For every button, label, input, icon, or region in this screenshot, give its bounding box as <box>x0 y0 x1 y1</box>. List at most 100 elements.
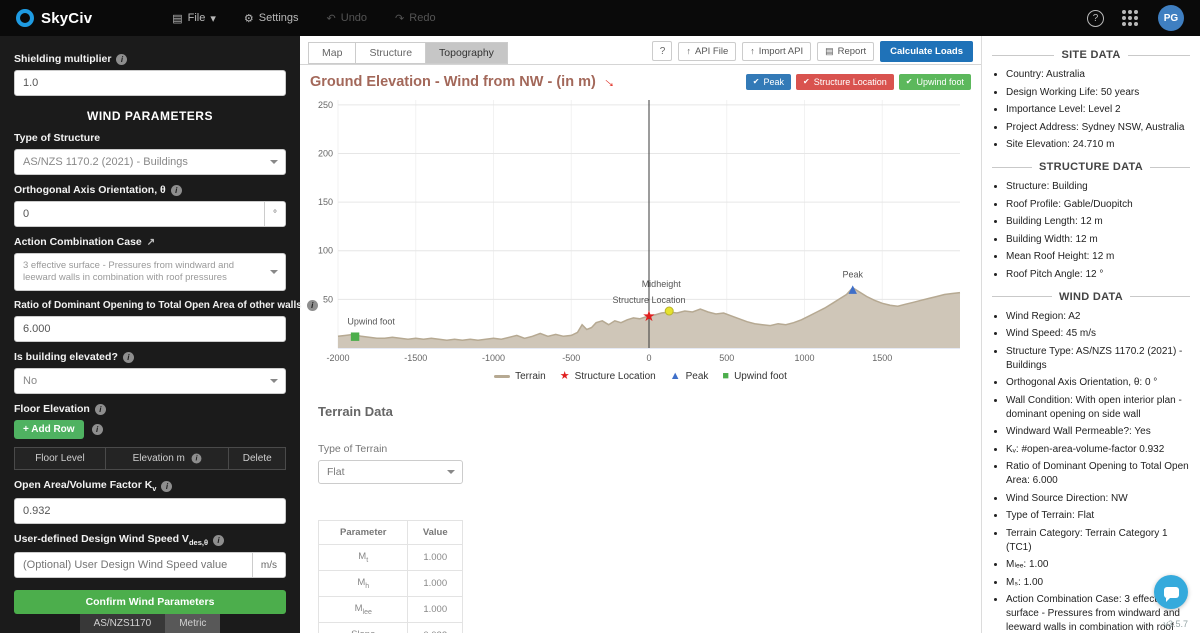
confirm-wind-parameters-button[interactable]: Confirm Wind Parameters <box>14 590 286 615</box>
redo-button[interactable]: ↷ Redo <box>395 12 436 25</box>
data-item: Building Width: 12 m <box>1006 233 1190 247</box>
upload-icon: ↑ <box>750 46 755 56</box>
legend-label: Peak <box>685 371 709 382</box>
data-item: Mean Roof Height: 12 m <box>1006 250 1190 264</box>
chat-button[interactable] <box>1154 575 1188 609</box>
info-icon[interactable]: i <box>116 53 128 65</box>
y-tick-label: 250 <box>318 100 333 110</box>
kv-factor-input[interactable] <box>14 498 286 525</box>
data-item: Mₗₑₑ: 1.00 <box>1006 558 1190 572</box>
table-row: Mlee 1.000 <box>317 595 463 623</box>
toggle-peak-button[interactable]: ✔ Peak <box>745 73 792 90</box>
navbar-right: ? PG <box>1087 5 1200 31</box>
file-icon: ▤ <box>172 12 183 25</box>
kv-factor-label: Open Area/Volume Factor Kv i <box>14 479 286 493</box>
report-button[interactable]: ▤ Report <box>817 41 875 61</box>
shielding-input[interactable] <box>14 70 286 96</box>
legend-item[interactable]: ▲ Peak <box>669 370 709 383</box>
opening-ratio-input[interactable] <box>14 316 286 342</box>
undo-button[interactable]: ↶ Undo <box>327 12 368 25</box>
legend-item[interactable]: Terrain <box>494 371 546 382</box>
upwind-foot-marker: ■ <box>350 329 360 342</box>
marker-toggles: ✔ Peak ✔ Structure Location ✔ Upwind foo… <box>745 73 971 90</box>
shielding-label: Shielding multiplier i <box>14 53 286 65</box>
toggle-upwind-foot-button[interactable]: ✔ Upwind foot <box>898 73 971 90</box>
import-api-button[interactable]: ↑ Import API <box>742 41 812 61</box>
triangle-legend-icon: ▲ <box>669 370 681 382</box>
data-item: Wall Condition: With open interior plan … <box>1006 394 1190 422</box>
site-data-list: Country: Australia Design Working Life: 5… <box>1006 68 1190 152</box>
type-of-structure-select[interactable]: AS/NZS 1170.2 (2021) - Buildings <box>14 149 286 175</box>
add-row-button[interactable]: + Add Row <box>14 420 84 439</box>
brand[interactable]: SkyCiv <box>0 9 112 27</box>
x-tick-label: 500 <box>719 353 734 363</box>
info-icon[interactable]: i <box>213 534 224 546</box>
data-item: Roof Profile: Gable/Duopitch <box>1006 198 1190 212</box>
toolbar-help-button[interactable]: ? <box>652 41 673 61</box>
settings-menu[interactable]: ⚙ Settings <box>244 12 299 25</box>
code-tab-asnzs1170[interactable]: AS/NZS1170 <box>79 614 166 633</box>
orientation-input[interactable] <box>15 202 264 226</box>
design-wind-speed-input[interactable] <box>15 553 252 578</box>
info-icon[interactable]: i <box>91 424 103 435</box>
calculate-loads-button[interactable]: Calculate Loads <box>880 40 973 62</box>
info-icon[interactable]: i <box>161 480 173 492</box>
peak-marker: ▲ <box>848 283 857 296</box>
data-item: Wind Region: A2 <box>1006 310 1190 324</box>
info-icon[interactable]: i <box>94 403 106 415</box>
undo-label: Undo <box>340 12 368 24</box>
check-icon: ✔ <box>752 77 760 86</box>
redo-icon: ↷ <box>395 12 405 25</box>
building-elevated-select[interactable]: No <box>14 368 286 394</box>
toggle-structure-location-button[interactable]: ✔ Structure Location <box>796 73 894 90</box>
wind-direction-arrow-icon: → <box>599 70 622 93</box>
chevron-down-icon: ▾ <box>210 12 216 25</box>
chat-bubble-icon <box>1163 586 1179 602</box>
x-tick-label: 1500 <box>872 353 892 363</box>
tab-topography[interactable]: Topography <box>425 41 508 64</box>
info-icon[interactable]: i <box>191 453 202 464</box>
wind-data-heading: WIND DATA <box>992 291 1191 303</box>
legend-item[interactable]: ★ Structure Location <box>560 371 656 383</box>
legend-label: Structure Location <box>574 371 656 382</box>
data-item: Project Address: Sydney NSW, Australia <box>1006 121 1190 135</box>
data-item: Action Combination Case: 3 effective sur… <box>1006 593 1190 633</box>
design-wind-speed-unit: m/s <box>251 553 285 578</box>
file-menu[interactable]: ▤ File ▾ <box>172 12 216 25</box>
api-file-button[interactable]: ↑ API File <box>678 41 737 61</box>
terrain-data-section: Terrain Data Type of Terrain Flat Parame… <box>300 382 981 633</box>
redo-label: Redo <box>409 12 436 24</box>
help-icon[interactable]: ? <box>1087 9 1104 27</box>
file-menu-label: File <box>187 12 206 24</box>
parameter-header: Parameter <box>317 520 409 545</box>
units-tab-metric[interactable]: Metric <box>165 614 221 633</box>
data-item: Roof Pitch Angle: 12 ° <box>1006 268 1190 282</box>
orientation-label: Orthogonal Axis Orientation, θ i <box>14 184 286 196</box>
floor-elevation-label: Floor Elevation i <box>14 403 286 415</box>
tab-map[interactable]: Map <box>308 41 357 64</box>
left-sidebar: Shielding multiplier i WIND PARAMETERS T… <box>0 36 318 633</box>
upwind-foot-marker-label: Upwind foot <box>347 316 395 326</box>
x-tick-label: 0 <box>646 353 651 363</box>
brand-name: SkyCiv <box>41 9 93 27</box>
tab-structure[interactable]: Structure <box>355 41 427 64</box>
settings-menu-label: Settings <box>258 12 299 24</box>
external-link-icon[interactable]: ↗ <box>146 236 156 248</box>
avatar[interactable]: PG <box>1158 5 1184 31</box>
structure-location-marker: ★ <box>642 307 655 325</box>
info-icon[interactable]: i <box>170 184 182 196</box>
info-icon[interactable]: i <box>306 300 318 311</box>
chart-area: -2000 -1500 -1000 -500 0 500 1000 1500 50 100 150 2… <box>300 92 981 382</box>
structure-location-marker-label: Structure Location <box>612 295 685 305</box>
info-icon[interactable]: i <box>122 351 134 363</box>
type-of-terrain-select[interactable]: Flat <box>318 460 463 484</box>
legend-item[interactable]: ■ Upwind foot <box>722 371 786 383</box>
peak-marker-label: Peak <box>842 270 863 280</box>
wind-data-list: Wind Region: A2 Wind Speed: 45 m/s Structu… <box>1006 310 1190 633</box>
y-tick-label: 50 <box>323 294 333 304</box>
apps-grid-icon[interactable] <box>1122 10 1126 14</box>
midheight-marker <box>664 306 674 316</box>
action-combination-select[interactable]: 3 effective surface - Pressures from win… <box>14 253 286 291</box>
chart-title-row: Ground Elevation - Wind from NW - (in m)… <box>300 65 981 93</box>
data-item: Terrain Category: Terrain Category 1 (TC… <box>1006 527 1190 555</box>
